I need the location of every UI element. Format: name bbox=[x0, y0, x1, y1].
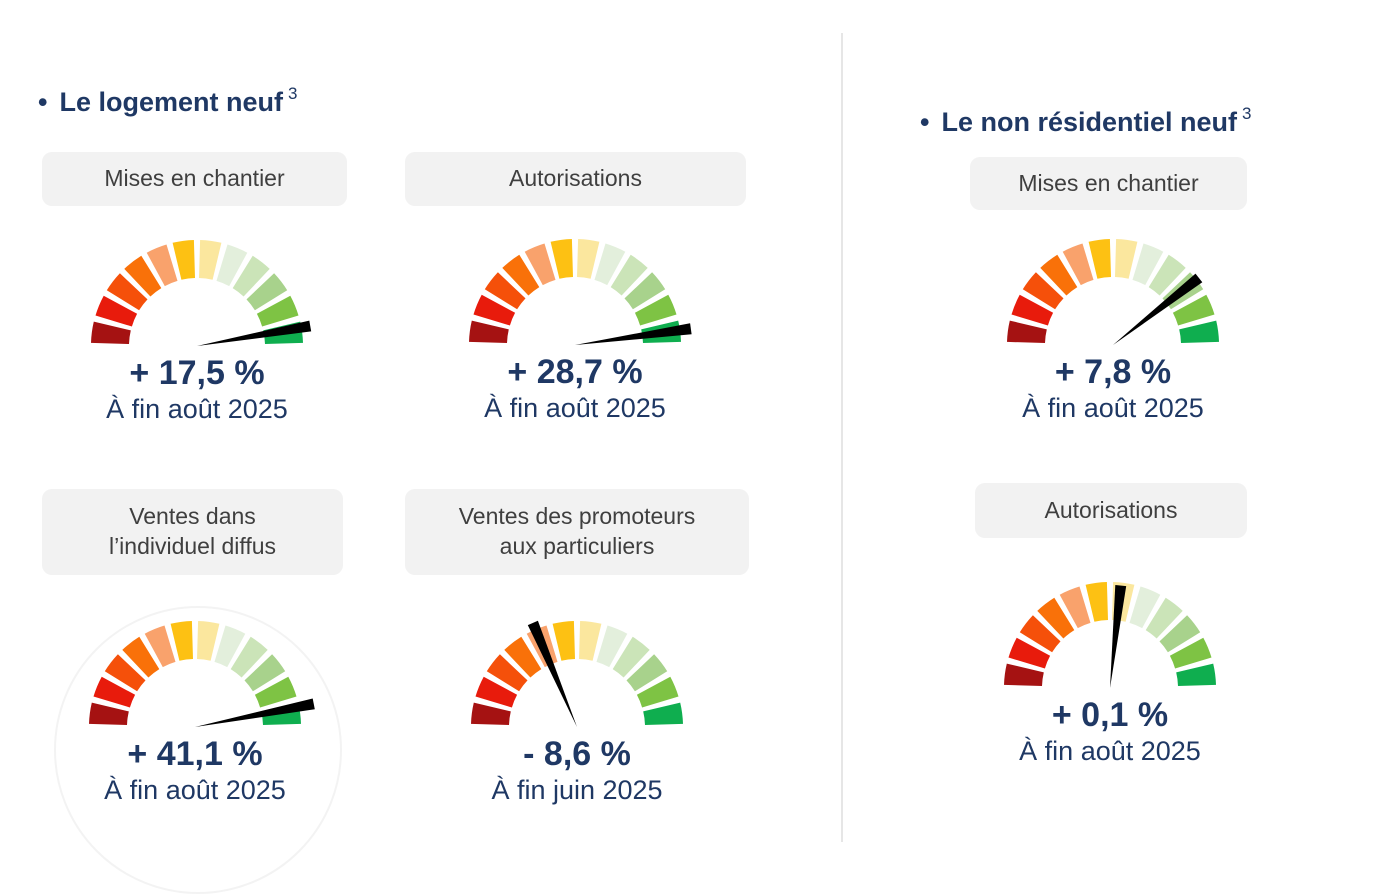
gauge-reading-nonres-autorisations: + 0,1 % À fin août 2025 bbox=[950, 696, 1270, 767]
gauge-label-text: l’individuel diffus bbox=[108, 533, 277, 559]
gauge-label-text: Ventes des promoteurs bbox=[458, 503, 696, 530]
gauge-label-nonres-mises-en-chantier: Mises en chantier bbox=[970, 157, 1247, 210]
gauge-label-text: Mises en chantier bbox=[1018, 169, 1199, 196]
gauge-reading-logement-mises-en-chantier: + 17,5 % À fin août 2025 bbox=[37, 354, 357, 425]
gauge-label-nonres-autorisations: Autorisations bbox=[975, 483, 1247, 538]
gauge-dial-logement-mises-en-chantier bbox=[91, 240, 312, 346]
gauge-period: À fin août 2025 bbox=[1022, 393, 1204, 424]
gauge-dial-ventes-individuel-diffus bbox=[89, 621, 315, 727]
gauge-value: + 7,8 % bbox=[1054, 353, 1172, 391]
footnote-ref: 3 bbox=[287, 84, 298, 103]
gauge-period: À fin août 2025 bbox=[484, 393, 666, 424]
section-divider bbox=[841, 33, 843, 842]
gauge-label-ventes-promoteurs: Ventes des promoteurs aux particuliers bbox=[405, 489, 749, 575]
gauge-reading-ventes-individuel-diffus: + 41,1 % À fin août 2025 bbox=[35, 735, 355, 806]
section-title-text: Le non résidentiel neuf bbox=[941, 107, 1237, 137]
gauge-period: À fin août 2025 bbox=[104, 775, 286, 806]
gauge-reading-logement-autorisations: + 28,7 % À fin août 2025 bbox=[415, 353, 735, 424]
section-title-logement-neuf: • Le logement neuf 3 bbox=[38, 84, 298, 118]
footnote-ref: 3 bbox=[1242, 104, 1252, 123]
gauge-label-logement-autorisations: Autorisations bbox=[405, 152, 746, 206]
gauge-dial-logement-autorisations bbox=[469, 239, 692, 345]
gauge-label-text: Ventes dans bbox=[129, 503, 256, 530]
gauge-value: + 41,1 % bbox=[127, 735, 263, 773]
gauge-value: + 17,5 % bbox=[129, 354, 265, 392]
gauge-period: À fin août 2025 bbox=[1019, 736, 1201, 767]
gauge-label-text: aux particuliers bbox=[499, 533, 655, 559]
gauge-reading-ventes-promoteurs: - 8,6 % À fin juin 2025 bbox=[417, 735, 737, 806]
gauge-label-text: Autorisations bbox=[1044, 496, 1178, 523]
section-title-text: Le logement neuf bbox=[59, 87, 283, 117]
bullet-icon: • bbox=[920, 107, 930, 137]
gauge-label-text: Mises en chantier bbox=[104, 165, 285, 192]
gauge-dial-ventes-promoteurs bbox=[471, 620, 683, 727]
gauge-value: + 0,1 % bbox=[1051, 696, 1169, 734]
gauge-period: À fin juin 2025 bbox=[491, 775, 663, 806]
page: { "page": {"divider_color": "#E6E6E6", "… bbox=[35, 33, 1273, 894]
gauge-label-ventes-individuel-diffus: Ventes dans l’individuel diffus bbox=[42, 489, 343, 575]
gauge-dial-nonres-mises-en-chantier bbox=[1007, 239, 1219, 345]
gauge-value: - 8,6 % bbox=[523, 735, 631, 773]
gauge-dial-nonres-autorisations bbox=[1004, 582, 1216, 688]
gauge-period: À fin août 2025 bbox=[106, 394, 288, 425]
section-title-non-residentiel-neuf: • Le non résidentiel neuf 3 bbox=[920, 104, 1252, 138]
bullet-icon: • bbox=[38, 87, 48, 117]
gauge-value: + 28,7 % bbox=[507, 353, 643, 391]
gauge-label-logement-mises-en-chantier: Mises en chantier bbox=[42, 152, 347, 206]
gauge-reading-nonres-mises-en-chantier: + 7,8 % À fin août 2025 bbox=[953, 353, 1273, 424]
gauge-label-text: Autorisations bbox=[509, 165, 642, 192]
